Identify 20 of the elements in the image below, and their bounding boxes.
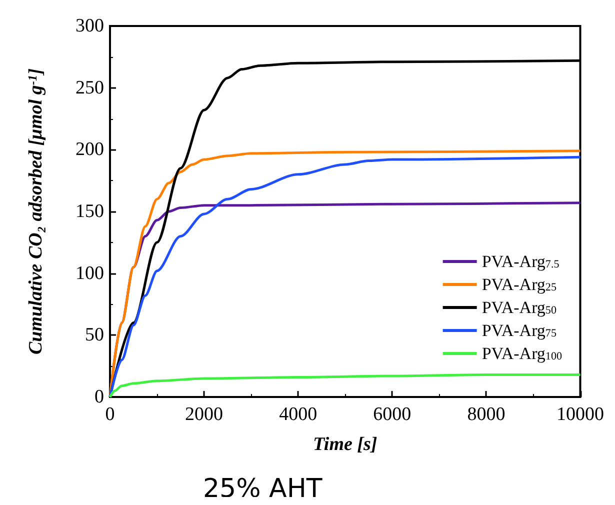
x-tick-label: 2000 [185,404,224,425]
legend-label: PVA-Arg100 [482,344,562,363]
x-tick-label: 8000 [467,404,506,425]
legend-label: PVA-Arg25 [482,275,557,294]
text: 25% AHT [203,474,322,504]
y-tick-label: 0 [94,386,104,408]
y-tick-label: 200 [76,139,104,160]
y-tick-label: 150 [76,201,104,222]
x-axis-title: Time [s] [313,434,378,455]
y-tick-label: 250 [76,77,104,98]
x-tick-label: 6000 [373,404,412,425]
x-tick-label: 10000 [556,404,604,425]
legend-label: PVA-Arg50 [482,298,557,317]
y-axis-title: Cumulative CO₂ adsorbed [μmol g-1] [25,68,47,355]
y-tick-label: 50 [85,324,104,346]
legend-label: PVA-Arg7.5 [482,252,560,271]
y-tick-label: 100 [76,262,104,284]
legend-label: PVA-Arg75 [482,321,557,340]
y-tick-label: 300 [76,16,104,36]
x-tick-label: 4000 [279,404,318,425]
